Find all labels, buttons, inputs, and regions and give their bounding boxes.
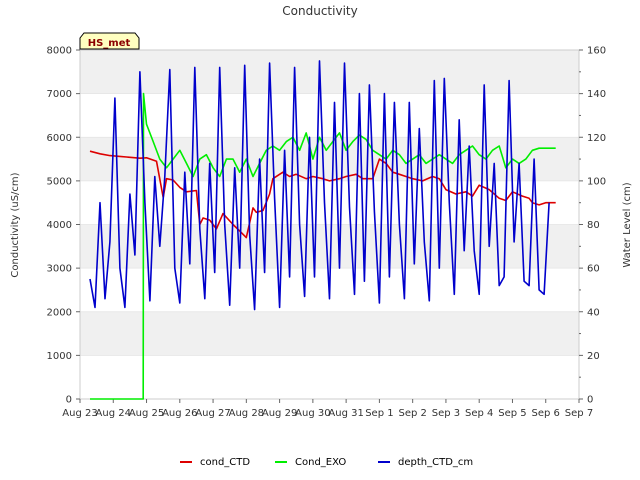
- x-tick-label: Aug 27: [195, 408, 230, 419]
- x-tick-label: Sep 2: [398, 408, 426, 419]
- site-label: HS_met: [88, 38, 131, 49]
- x-tick-label: Sep 4: [465, 408, 493, 419]
- background-bands: [80, 49, 579, 400]
- legend-entry: cond_CTD: [200, 457, 250, 468]
- y2-tick-label: 80: [587, 220, 600, 231]
- x-tick-label: Aug 26: [162, 408, 197, 419]
- y-tick-label: 1000: [47, 351, 72, 362]
- series-layer: [89, 60, 556, 400]
- y-axis-label: Conductivity (uS/cm): [10, 172, 21, 277]
- legend: cond_CTD Cond_EXO depth_CTD_cm: [180, 457, 473, 468]
- y-tick-label: 8000: [47, 46, 72, 57]
- y2-tick-label: 0: [587, 395, 593, 406]
- y-tick-label: 2000: [47, 307, 72, 318]
- legend-entry: depth_CTD_cm: [398, 457, 473, 468]
- y-tick-label: 0: [66, 395, 72, 406]
- x-tick-label: Sep 3: [432, 408, 460, 419]
- grid-band: [80, 311, 579, 356]
- y-tick-label: 6000: [47, 133, 72, 144]
- y-tick-label: 5000: [47, 176, 72, 187]
- grid-band: [80, 137, 579, 181]
- y2-tick-label: 160: [587, 46, 606, 57]
- legend-entry: Cond_EXO: [295, 457, 346, 468]
- series-line-depth_CTD_cm: [89, 60, 550, 311]
- y-tick-label: 3000: [47, 264, 72, 275]
- grid-band: [80, 224, 579, 269]
- site-badge: HS_met: [79, 32, 140, 50]
- y2-tick-label: 120: [587, 133, 606, 144]
- x-tick-label: Aug 23: [62, 408, 97, 419]
- x-tick-label: Sep 5: [498, 408, 526, 419]
- y2-tick-label: 60: [587, 264, 600, 275]
- y-axis-left: 0 1000 2000 3000 4000 5000 6000 7000 8000: [47, 46, 80, 406]
- x-tick-label: Aug 28: [229, 408, 264, 419]
- y-axis-right: 0 20 40 60 80 100 120 140 160: [579, 46, 606, 406]
- y2-axis-label: Water Level (cm): [622, 182, 633, 267]
- x-tick-label: Aug 25: [129, 408, 164, 419]
- x-tick-label: Sep 6: [532, 408, 560, 419]
- x-tick-label: Sep 1: [365, 408, 393, 419]
- y-tick-label: 4000: [47, 220, 72, 231]
- y2-tick-label: 40: [587, 307, 600, 318]
- y2-tick-label: 100: [587, 176, 606, 187]
- grid-band: [80, 50, 579, 94]
- x-tick-label: Aug 30: [295, 408, 330, 419]
- x-tick-label: Sep 7: [565, 408, 593, 419]
- x-tick-label: Aug 31: [328, 408, 363, 419]
- y2-tick-label: 20: [587, 351, 600, 362]
- y2-tick-label: 140: [587, 89, 606, 100]
- x-tick-label: Aug 29: [262, 408, 297, 419]
- x-tick-label: Aug 24: [96, 408, 131, 419]
- y-tick-label: 7000: [47, 89, 72, 100]
- series-line-cond_CTD: [89, 150, 556, 239]
- chart-title: Conductivity: [282, 4, 357, 18]
